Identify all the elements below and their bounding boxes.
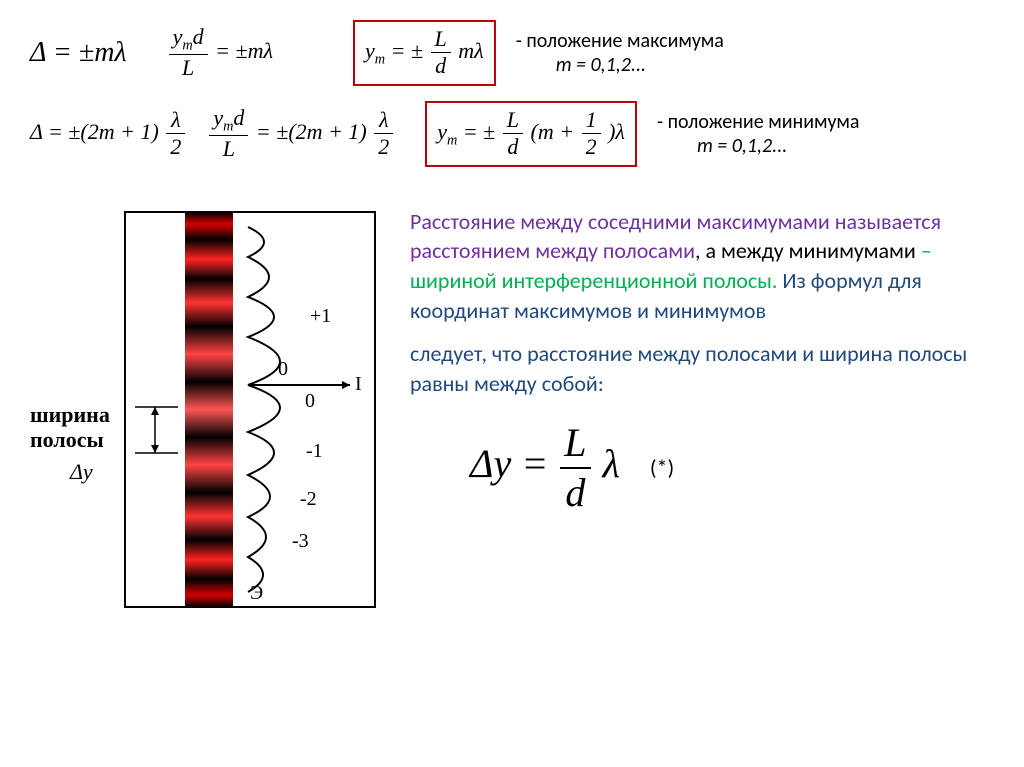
- label-width-line2: полосы: [30, 427, 104, 452]
- formula-row-max: Δ = ±mλ ymdL = ±mλ ym = ± Ld mλ - положе…: [30, 20, 994, 86]
- formula-ymd-min: ymdL = ±(2m + 1) λ2: [207, 105, 395, 163]
- equation-star: (*): [650, 454, 674, 481]
- svg-text:+1: +1: [310, 305, 331, 327]
- svg-text:Э: Э: [250, 582, 263, 604]
- result-formula-row: Δy = Ld λ (*): [470, 419, 994, 517]
- formula-boxed-max: ym = ± Ld mλ: [353, 20, 496, 86]
- result-formula: Δy = Ld λ: [470, 419, 620, 517]
- interference-diagram: I +1 0 0 -1 -2 -3 Э ширина полосы Δy: [30, 207, 380, 627]
- svg-text:-3: -3: [292, 530, 309, 552]
- formula-delta-min: Δ = ±(2m + 1) λ2: [30, 107, 187, 161]
- formula-delta-max: Δ = ±mλ: [30, 37, 127, 69]
- paragraph-1: Расстояние между соседними максимумами н…: [410, 207, 994, 326]
- svg-text:0: 0: [305, 390, 315, 412]
- svg-text:-2: -2: [300, 488, 317, 510]
- label-width-line1: ширина: [30, 402, 110, 427]
- text-column: Расстояние между соседними максимумами н…: [410, 207, 994, 632]
- paragraph-2: следует, что расстояние между полосами и…: [410, 339, 994, 398]
- content-row: I +1 0 0 -1 -2 -3 Э ширина полосы Δy Рас…: [30, 207, 994, 632]
- label-max: - положение максимума m = 0,1,2...: [516, 29, 724, 77]
- svg-text:0: 0: [278, 358, 288, 380]
- formula-row-min: Δ = ±(2m + 1) λ2 ymdL = ±(2m + 1) λ2 ym …: [30, 101, 994, 167]
- label-min: - положение минимума m = 0,1,2...: [657, 110, 860, 158]
- svg-text:I: I: [355, 373, 362, 395]
- formula-ymd-max: ymdL = ±mλ: [167, 24, 273, 82]
- svg-text:Δy: Δy: [69, 459, 93, 484]
- formula-boxed-min: ym = ± Ld (m + 12 )λ: [425, 101, 637, 167]
- diagram-column: I +1 0 0 -1 -2 -3 Э ширина полосы Δy: [30, 207, 380, 632]
- svg-text:-1: -1: [306, 440, 323, 462]
